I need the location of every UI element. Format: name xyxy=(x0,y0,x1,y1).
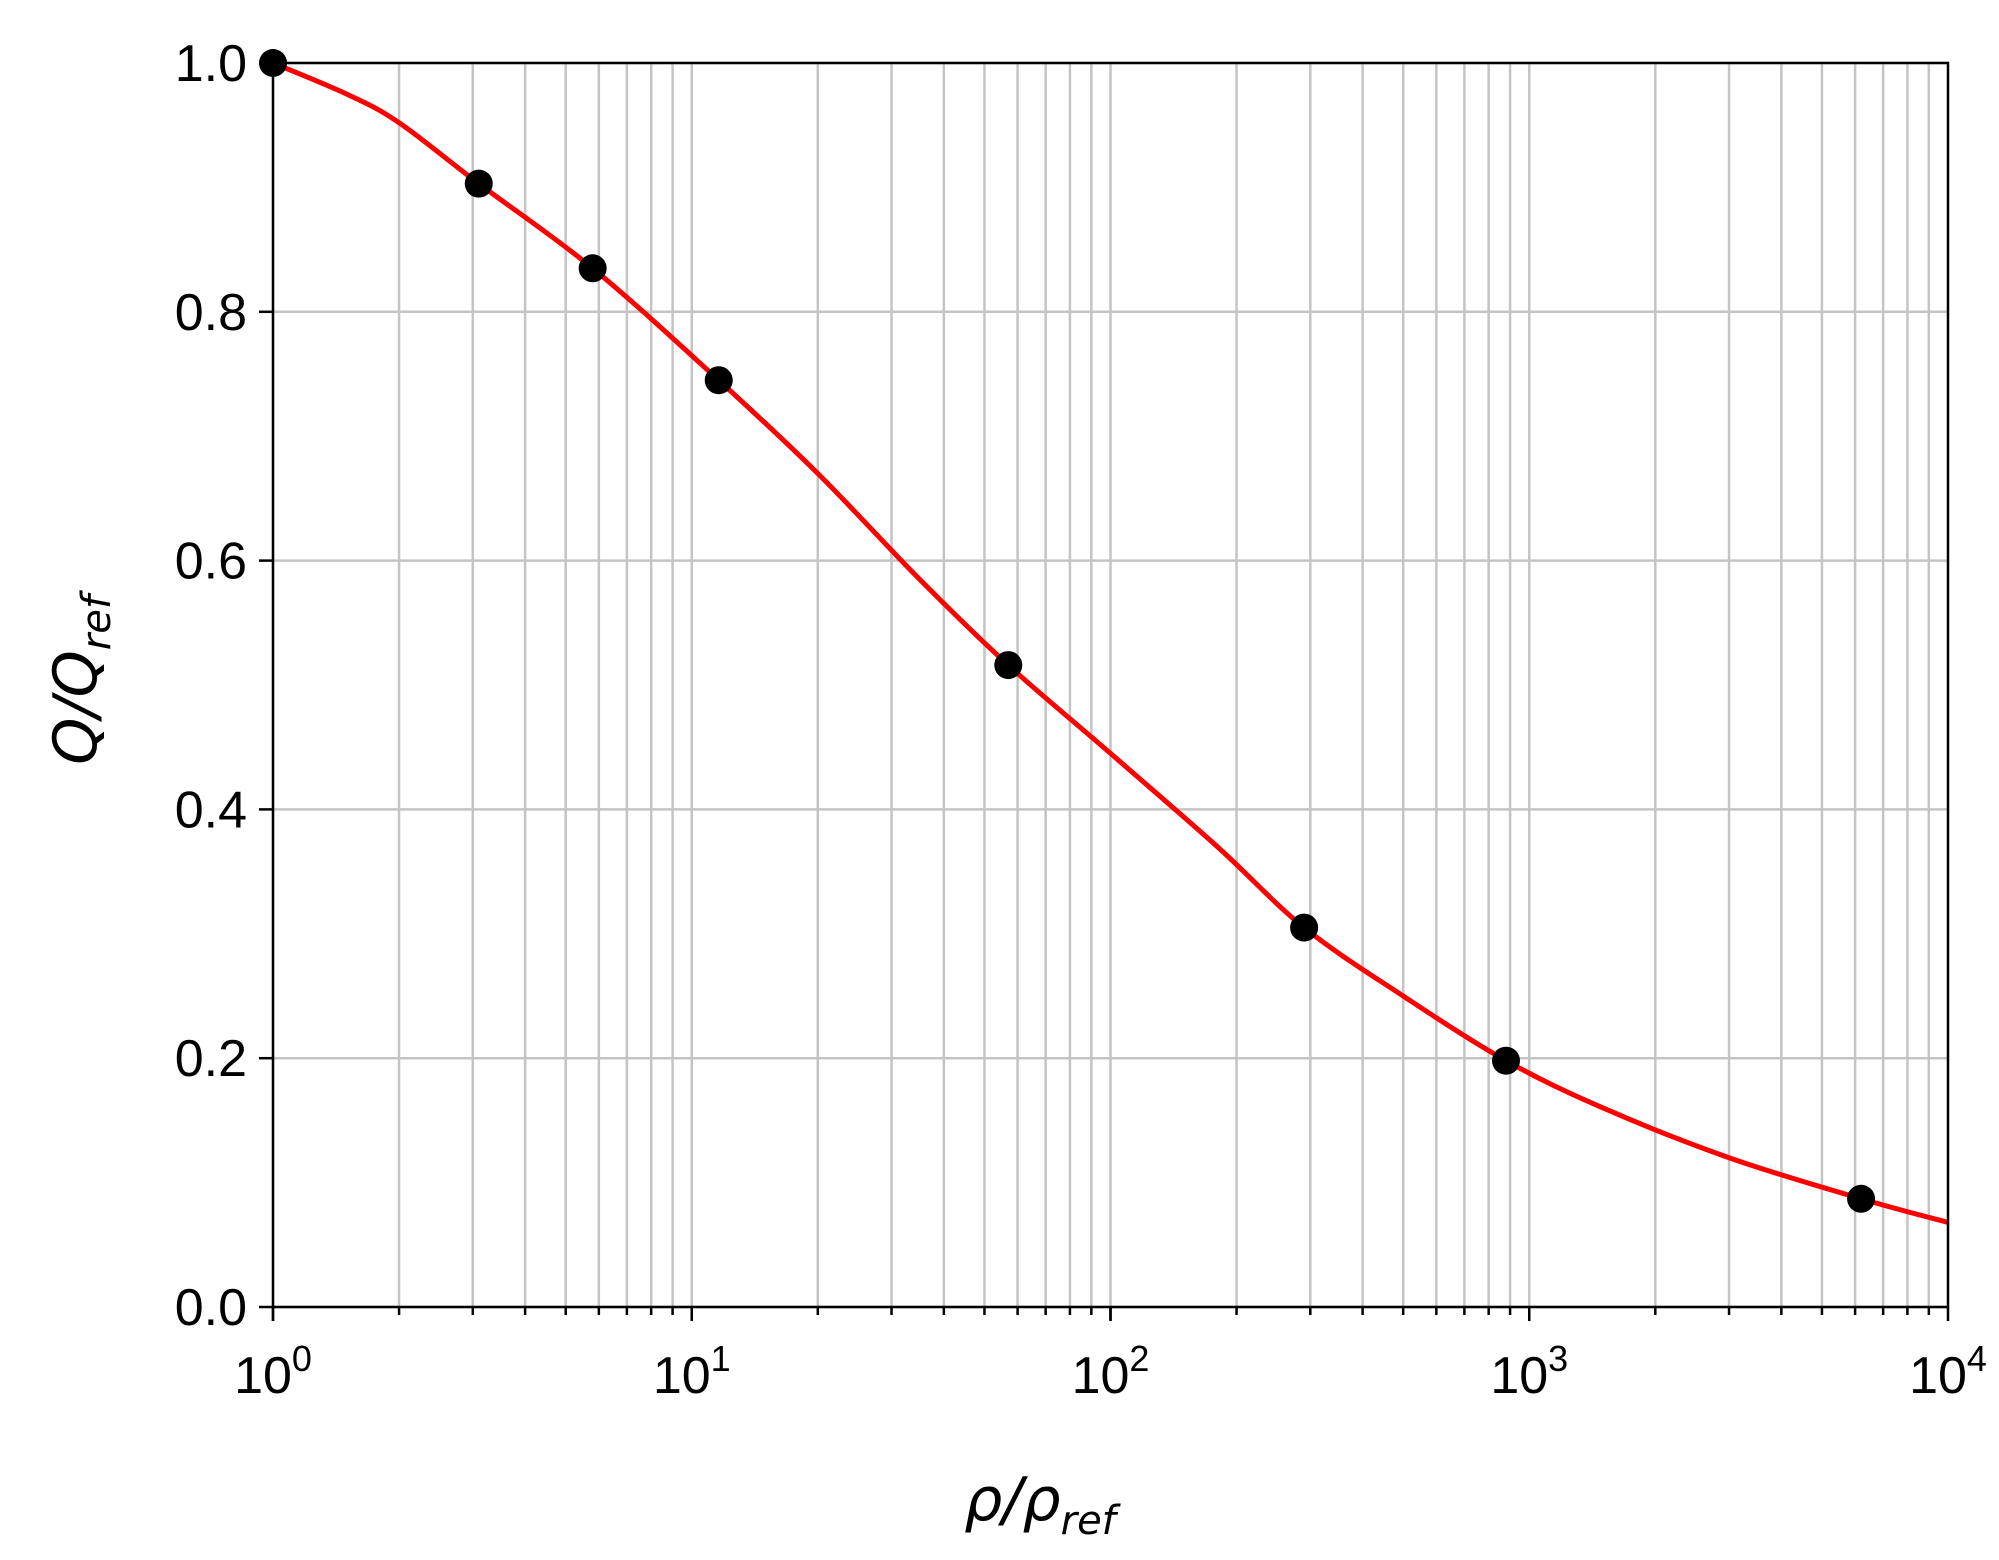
y-tick-label: 0.6 xyxy=(175,533,247,591)
y-axis-title-sub: ref xyxy=(74,589,120,650)
y-tick-label: 0.8 xyxy=(175,284,247,342)
x-axis-title-sub: ref xyxy=(1061,1498,1122,1544)
data-point xyxy=(578,254,607,283)
fit-curve-layer xyxy=(272,60,1949,1225)
grid xyxy=(271,61,1948,1309)
x-tick-label: 103 xyxy=(1490,1338,1568,1405)
fit-curve-line xyxy=(272,60,1949,1225)
y-axis-ticks: 0.0 0.2 0.4 0.6 0.8 1.0 xyxy=(175,35,273,1337)
y-axis-title-main: Q/Q xyxy=(41,650,111,765)
y-tick-label: 0.0 xyxy=(175,1279,247,1337)
x-axis-title-main: ρ/ρ xyxy=(964,1465,1060,1535)
y-tick-label: 0.2 xyxy=(175,1030,247,1088)
x-tick-label: 100 xyxy=(234,1338,312,1405)
y-tick-label: 1.0 xyxy=(175,35,247,93)
x-tick-label: 102 xyxy=(1072,1338,1150,1405)
data-point xyxy=(704,366,733,395)
y-tick-label: 0.4 xyxy=(175,781,247,839)
data-point xyxy=(1492,1046,1521,1075)
x-tick-label: 101 xyxy=(653,1338,731,1405)
data-point xyxy=(994,651,1023,680)
x-tick-label: 104 xyxy=(1909,1338,1987,1405)
x-axis-title: ρ/ρref xyxy=(964,1465,1121,1544)
x-axis-ticks: 100 101 102 103 104 xyxy=(234,1307,1987,1405)
data-points-layer xyxy=(259,49,1876,1213)
data-point xyxy=(464,169,493,198)
data-point xyxy=(1847,1184,1876,1213)
data-point xyxy=(1290,913,1319,942)
y-axis-title: Q/Qref xyxy=(41,589,120,765)
